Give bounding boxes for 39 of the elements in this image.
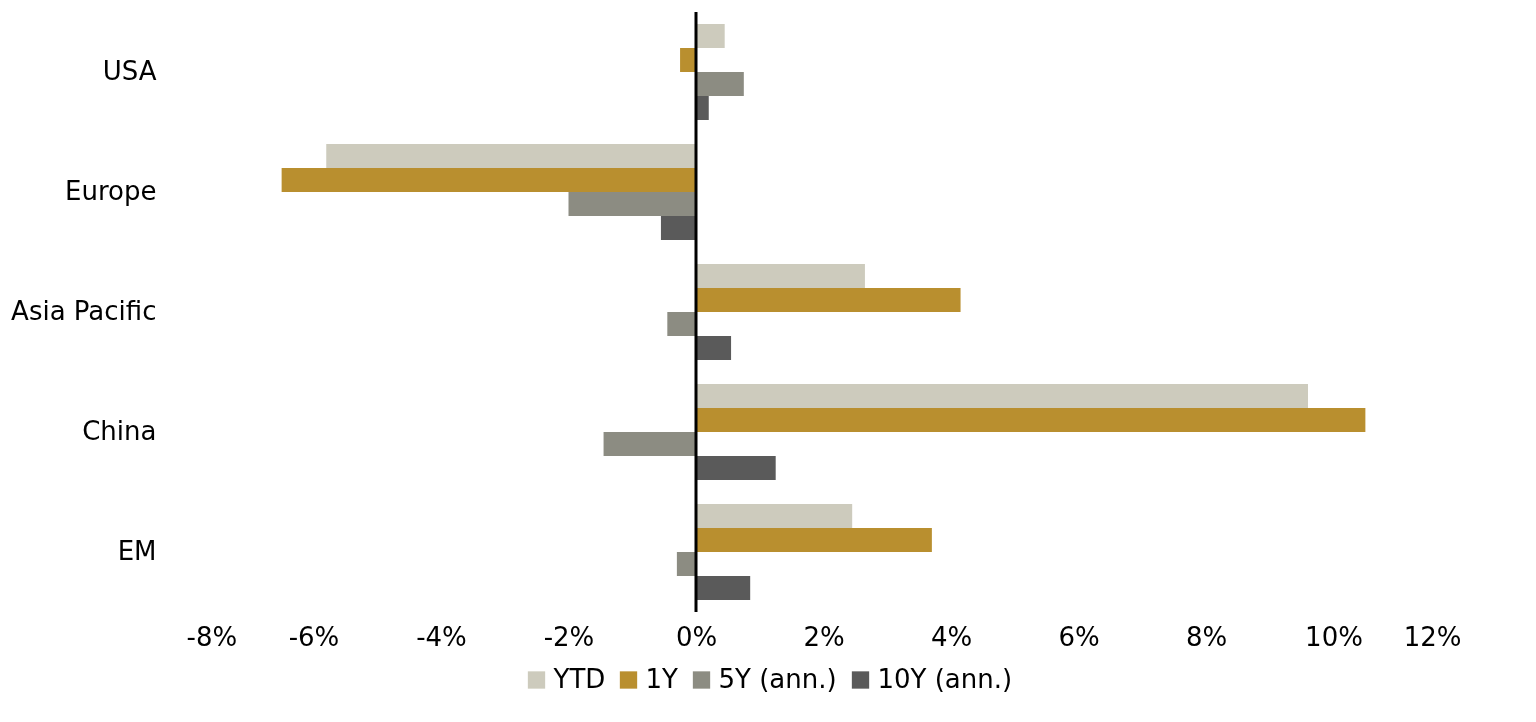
bar <box>696 384 1308 408</box>
bar <box>696 336 732 360</box>
x-tick-label: 2% <box>803 621 845 652</box>
x-tick-label: -6% <box>288 621 340 652</box>
bar <box>696 504 853 528</box>
bar <box>676 552 696 576</box>
bar <box>326 144 696 168</box>
x-tick-label: 8% <box>1185 621 1228 652</box>
bar <box>680 48 696 72</box>
bar <box>568 192 696 216</box>
bar <box>696 456 776 480</box>
y-tick-label: Asia Pacific <box>11 296 157 326</box>
x-tick-label: 6% <box>1058 621 1100 652</box>
y-tick-label: Europe <box>65 176 157 206</box>
bar <box>696 264 865 288</box>
x-tick-label: 12% <box>1403 621 1462 652</box>
bar <box>660 216 696 240</box>
bar <box>696 72 744 96</box>
x-tick-label: -8% <box>186 621 238 652</box>
x-tick-label: 0% <box>675 621 718 652</box>
legend-label: 5Y (ann.) <box>718 664 837 694</box>
x-tick-label: 4% <box>930 621 973 652</box>
x-tick-label: -4% <box>416 621 467 652</box>
bar <box>696 24 725 48</box>
bar <box>696 528 932 552</box>
y-tick-label: China <box>82 416 157 446</box>
legend-label: 10Y (ann.) <box>877 664 1013 694</box>
y-tick-label: EM <box>117 536 157 566</box>
bar <box>667 312 696 336</box>
bar <box>696 576 751 600</box>
bar <box>696 288 961 312</box>
legend-label: 1Y <box>645 664 679 694</box>
bar <box>603 432 696 456</box>
y-tick-label: USA <box>102 56 157 86</box>
bar <box>281 168 696 192</box>
legend-label: YTD <box>552 664 606 694</box>
bar <box>696 408 1366 432</box>
x-tick-label: -2% <box>543 621 595 652</box>
x-tick-label: 10% <box>1305 621 1363 652</box>
